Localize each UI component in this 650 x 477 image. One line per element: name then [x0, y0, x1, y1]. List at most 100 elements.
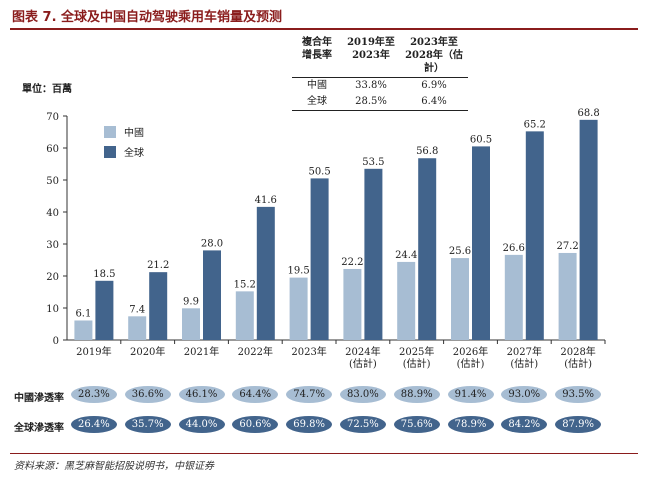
cagr-value: 6.4%: [421, 96, 447, 107]
cagr-header-label: 複合年 增長率: [302, 37, 332, 61]
cagr-header-period2: 2023年至 2028年（估計）: [405, 37, 463, 74]
china-penetration-value: 91.4%: [447, 386, 494, 403]
bar-global: [579, 119, 598, 340]
x-tick-label: 2022年: [238, 345, 273, 358]
bar-china: [235, 291, 254, 340]
data-label-china: 22.2: [341, 257, 363, 268]
bar-global: [256, 206, 275, 340]
china-penetration-value: 36.6%: [124, 386, 171, 403]
bar-china: [558, 252, 577, 340]
bar-global: [418, 158, 437, 340]
bar-global: [95, 280, 114, 340]
data-label-global: 21.2: [147, 260, 169, 271]
china-penetration-value: 46.1%: [178, 386, 225, 403]
china-penetration-value: 74.7%: [286, 386, 333, 403]
global-penetration-value: 75.6%: [393, 416, 440, 433]
bar-china: [74, 320, 93, 340]
data-label-global: 65.2: [524, 119, 546, 130]
data-label-global: 68.8: [577, 108, 599, 119]
data-label-china: 27.2: [556, 241, 578, 252]
x-tick-label: 2021年: [184, 345, 219, 358]
data-label-global: 41.6: [255, 195, 277, 206]
x-tick-label: 2019年: [76, 345, 111, 358]
x-tick-label: 2028年: [560, 345, 595, 358]
bar-global: [364, 168, 383, 340]
y-tick-label: 20: [46, 272, 59, 283]
global-penetration-value: 26.4%: [70, 416, 117, 433]
bar-global: [149, 272, 168, 340]
cagr-table: 複合年 增長率 2019年至 2023年 2023年至 2028年（估計） 中國 33…: [292, 36, 468, 111]
data-label-global: 56.8: [416, 146, 438, 157]
x-tick-label: (估計): [349, 357, 377, 370]
cagr-region: 中國: [307, 80, 327, 91]
data-label-china: 9.9: [183, 296, 199, 307]
data-label-global: 18.5: [93, 269, 115, 280]
global-penetration-value: 87.9%: [555, 416, 602, 433]
global-penetration-value: 78.9%: [447, 416, 494, 433]
bar-china: [397, 261, 416, 340]
data-label-global: 50.5: [308, 166, 330, 177]
y-tick-label: 60: [46, 144, 59, 155]
global-penetration-value: 69.8%: [286, 416, 333, 433]
y-tick-label: 50: [46, 176, 59, 187]
china-penetration-label: 中國滲透率: [14, 393, 64, 404]
x-tick-label: (估計): [564, 357, 592, 370]
bar-global: [203, 250, 221, 340]
data-label-china: 24.4: [395, 250, 417, 261]
title-divider: [10, 28, 638, 30]
data-label-global: 60.5: [470, 134, 492, 145]
data-label-china: 19.5: [287, 266, 309, 277]
china-penetration-value: 28.3%: [70, 386, 117, 403]
x-tick-label: (估計): [510, 357, 538, 370]
legend-swatch: [104, 126, 116, 138]
data-label-china: 15.2: [234, 279, 256, 290]
chart-title: 图表 7. 全球及中国自动驾驶乘用车销量及预测: [12, 10, 283, 25]
data-label-global: 28.0: [201, 238, 223, 249]
y-tick-label: 10: [46, 304, 59, 315]
data-label-china: 7.4: [129, 304, 145, 315]
cagr-value: 28.5%: [355, 96, 387, 107]
bar-china: [451, 258, 469, 340]
data-label-china: 25.6: [449, 246, 471, 257]
china-penetration-value: 88.9%: [393, 386, 440, 403]
data-label-china: 6.1: [75, 308, 91, 319]
x-tick-label: (估計): [457, 357, 485, 370]
global-penetration-value: 72.5%: [339, 416, 386, 433]
y-tick-label: 40: [46, 208, 59, 219]
cagr-value: 6.9%: [421, 80, 447, 91]
legend-swatch: [104, 146, 116, 158]
china-penetration-value: 64.4%: [232, 386, 279, 403]
data-label-china: 26.6: [503, 243, 525, 254]
china-penetration-value: 83.0%: [339, 386, 386, 403]
x-tick-label: 2026年: [453, 345, 488, 358]
bar-china: [289, 277, 308, 340]
x-tick-label: (估計): [403, 357, 431, 370]
footer-divider: [10, 453, 638, 454]
global-penetration-value: 60.6%: [232, 416, 279, 433]
y-tick-label: 0: [53, 336, 59, 347]
china-penetration-value: 93.0%: [501, 386, 548, 403]
x-tick-label: 2025年: [399, 345, 434, 358]
cagr-region: 全球: [307, 96, 327, 107]
global-penetration-value: 35.7%: [124, 416, 171, 433]
bar-china: [182, 308, 200, 340]
x-tick-label: 2027年: [507, 345, 542, 358]
x-tick-label: 2020年: [130, 345, 165, 358]
y-tick-label: 30: [46, 240, 59, 251]
global-penetration-label: 全球滲透率: [14, 423, 64, 434]
cagr-header-row: 複合年 增長率 2019年至 2023年 2023年至 2028年（估計）: [292, 36, 468, 78]
y-tick-label: 70: [46, 112, 59, 123]
bar-china: [128, 316, 147, 340]
china-penetration-value: 93.5%: [555, 386, 602, 403]
x-tick-label: 2023年: [291, 345, 326, 358]
cagr-header-period1: 2019年至 2023年: [347, 37, 395, 61]
bar-global: [525, 131, 544, 340]
data-label-global: 53.5: [362, 157, 384, 168]
bar-china: [343, 268, 362, 340]
source-note: 资料来源：黑芝麻智能招股说明书，中银证券: [14, 461, 214, 472]
global-penetration-value: 84.2%: [501, 416, 548, 433]
bar-global: [472, 146, 490, 340]
cagr-value: 33.8%: [355, 80, 387, 91]
unit-label: 單位：百萬: [22, 84, 72, 95]
